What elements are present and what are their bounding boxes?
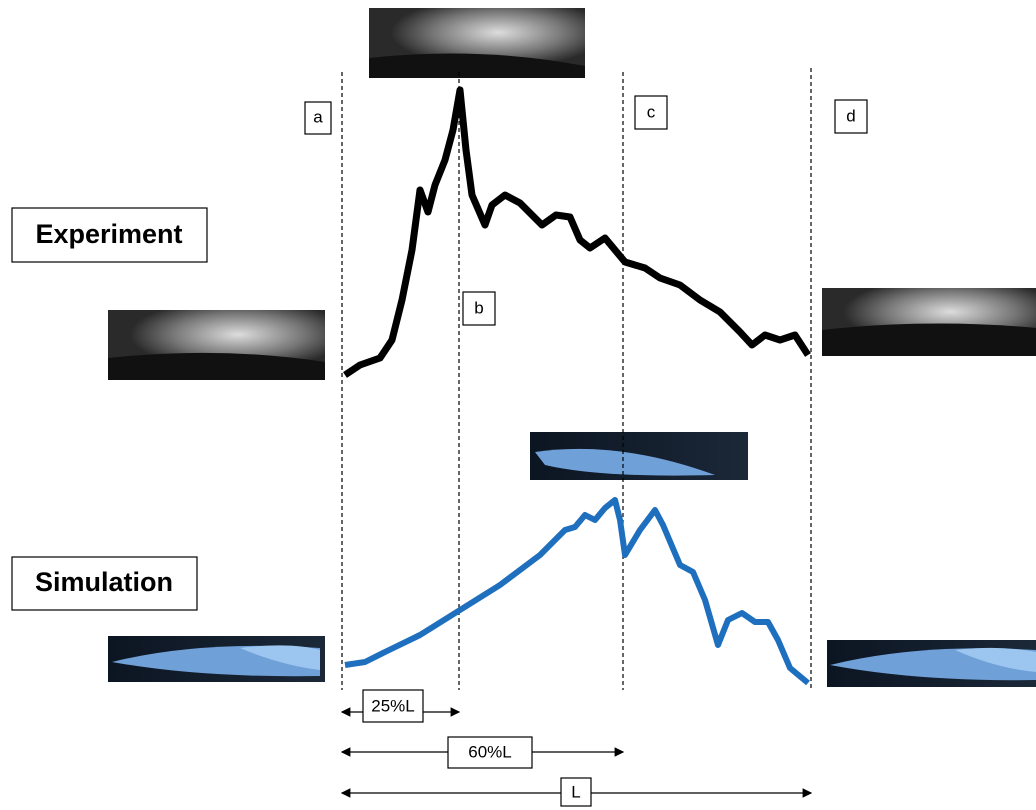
station-label: c	[647, 102, 656, 121]
dimensions: 25%L 60%L L	[340, 689, 813, 807]
dimension-label: 25%L	[371, 696, 414, 715]
station-label: b	[474, 298, 483, 317]
experiment-curve	[343, 86, 811, 378]
label-box	[11, 207, 208, 263]
label-box	[11, 556, 198, 611]
dimension-label: 60%L	[468, 742, 511, 761]
simulation-images	[108, 432, 1036, 687]
station-labels: a b c d	[304, 95, 868, 326]
station-label: d	[846, 106, 855, 125]
experiment-photos	[108, 8, 1036, 380]
station-lines	[341, 68, 812, 690]
simulation-label: Simulation	[35, 567, 173, 597]
simulation-curve	[344, 497, 810, 686]
experiment-label: Experiment	[35, 219, 182, 249]
station-label: a	[313, 107, 323, 126]
dimension-label: L	[571, 782, 580, 801]
